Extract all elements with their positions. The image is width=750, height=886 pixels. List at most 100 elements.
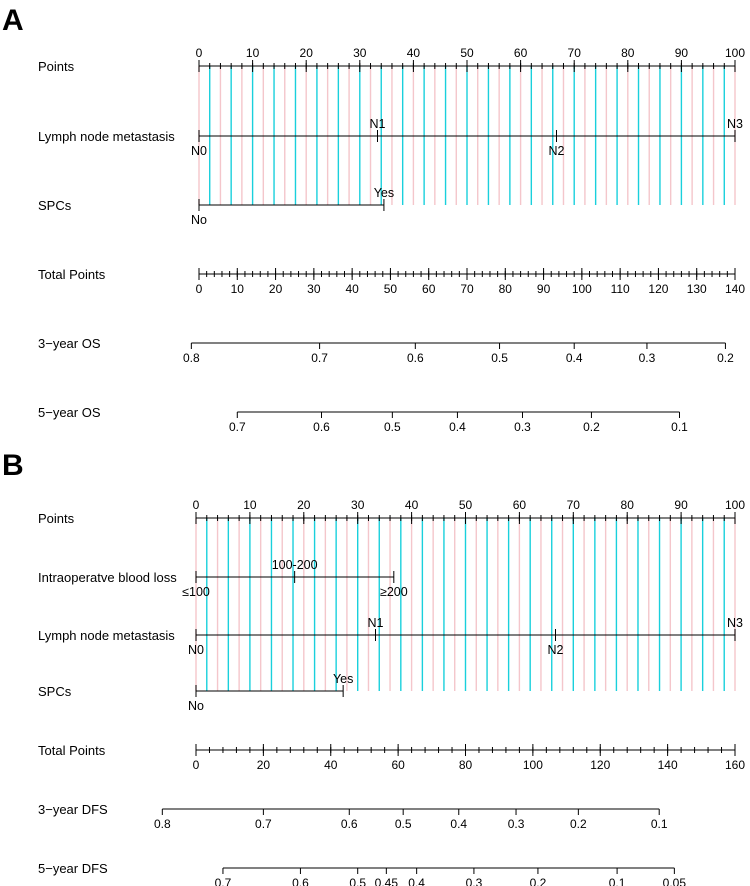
- tick-label: 10: [243, 498, 257, 512]
- tick-label: 10: [246, 46, 260, 60]
- row-variable: SPCs No Yes: [38, 186, 394, 227]
- level-label: Yes: [333, 672, 353, 686]
- row-variable: Lymph node metastasis N0 N1 N2 N3: [38, 117, 743, 158]
- row-label: Intraoperatve blood loss: [38, 570, 177, 585]
- prob-tick-label: 0.7: [229, 420, 246, 434]
- level-label: N2: [549, 144, 565, 158]
- prob-tick-label: 0.3: [514, 420, 531, 434]
- level-label: N3: [727, 117, 743, 131]
- row-label: Points: [38, 511, 75, 526]
- level-label: N0: [188, 643, 204, 657]
- prob-tick-label: 0.5: [349, 876, 366, 886]
- tick-label: 100: [572, 282, 592, 296]
- prob-tick-label: 0.6: [292, 876, 309, 886]
- tick-label: 70: [460, 282, 474, 296]
- tick-label: 90: [675, 46, 689, 60]
- prob-tick-label: 0.7: [255, 817, 272, 831]
- tick-label: 70: [567, 498, 581, 512]
- row-total: Total Points 0 10 20 30 40 50 60 70 80 90 100 110 120…: [38, 267, 745, 296]
- prob-tick-label: 0.5: [384, 420, 401, 434]
- level-label: 100-200: [272, 558, 318, 572]
- tick-label: 120: [590, 758, 610, 772]
- row-variable: Lymph node metastasis N0 N1 N2 N3: [38, 616, 743, 657]
- row-label: Points: [38, 59, 75, 74]
- row-label: 3−year OS: [38, 336, 101, 351]
- row-probability: 3−year DFS 0.8 0.7 0.6 0.5 0.4 0.3 0.2 0.1: [38, 802, 668, 831]
- tick-label: 100: [725, 498, 745, 512]
- prob-tick-label: 0.2: [717, 351, 734, 365]
- tick-label: 110: [611, 282, 630, 296]
- prob-tick-label: 0.3: [508, 817, 525, 831]
- row-probability: 3−year OS 0.8 0.7 0.6 0.5 0.4 0.3 0.2: [38, 336, 734, 365]
- panel-letter: B: [2, 449, 24, 482]
- tick-label: 30: [307, 282, 321, 296]
- level-label: ≥200: [380, 585, 408, 599]
- tick-label: 140: [725, 282, 745, 296]
- prob-tick-label: 0.05: [663, 876, 687, 886]
- row-label: Total Points: [38, 267, 106, 282]
- prob-tick-label: 0.4: [449, 420, 466, 434]
- prob-tick-label: 0.8: [183, 351, 200, 365]
- prob-tick-label: 0.6: [341, 817, 358, 831]
- level-label: N2: [548, 643, 564, 657]
- row-probability: 5−year DFS 0.7 0.6 0.5 0.45 0.4 0.3 0.2 0.1 0.05: [38, 861, 686, 886]
- tick-label: 50: [459, 498, 473, 512]
- tick-label: 0: [193, 498, 200, 512]
- prob-tick-label: 0.2: [583, 420, 600, 434]
- tick-label: 40: [324, 758, 338, 772]
- tick-label: 100: [523, 758, 543, 772]
- tick-label: 160: [725, 758, 745, 772]
- prob-tick-label: 0.4: [566, 351, 583, 365]
- tick-label: 50: [460, 46, 474, 60]
- tick-label: 80: [499, 282, 513, 296]
- row-label: 3−year DFS: [38, 802, 108, 817]
- tick-label: 10: [231, 282, 245, 296]
- level-label: N1: [369, 117, 385, 131]
- prob-tick-label: 0.2: [570, 817, 587, 831]
- row-label: Total Points: [38, 743, 106, 758]
- tick-label: 30: [351, 498, 365, 512]
- row-total: Total Points 0 20 40 60 80 100 120 140 160: [38, 743, 745, 772]
- tick-label: 80: [459, 758, 473, 772]
- tick-label: 90: [537, 282, 551, 296]
- row-label: 5−year OS: [38, 405, 101, 420]
- tick-label: 140: [658, 758, 678, 772]
- prob-tick-label: 0.8: [154, 817, 171, 831]
- row-label: 5−year DFS: [38, 861, 108, 876]
- tick-label: 70: [568, 46, 582, 60]
- tick-label: 40: [345, 282, 359, 296]
- row-variable: Intraoperatve blood loss ≤100 100-200 ≥200: [38, 558, 408, 599]
- prob-tick-label: 0.4: [450, 817, 467, 831]
- level-label: No: [191, 213, 207, 227]
- prob-tick-label: 0.3: [639, 351, 656, 365]
- tick-label: 60: [391, 758, 405, 772]
- tick-label: 80: [621, 498, 635, 512]
- tick-label: 20: [297, 498, 311, 512]
- tick-label: 30: [353, 46, 367, 60]
- prob-tick-label: 0.5: [491, 351, 508, 365]
- prob-tick-label: 0.7: [311, 351, 328, 365]
- tick-label: 60: [513, 498, 527, 512]
- tick-label: 40: [405, 498, 419, 512]
- level-label: N0: [191, 144, 207, 158]
- tick-label: 120: [648, 282, 668, 296]
- prob-tick-label: 0.5: [395, 817, 412, 831]
- tick-label: 0: [196, 282, 203, 296]
- tick-label: 60: [514, 46, 528, 60]
- level-label: ≤100: [182, 585, 210, 599]
- row-label: Lymph node metastasis: [38, 628, 175, 643]
- row-label: SPCs: [38, 198, 72, 213]
- tick-label: 80: [621, 46, 635, 60]
- prob-tick-label: 0.3: [466, 876, 483, 886]
- prob-tick-label: 0.1: [609, 876, 626, 886]
- row-label: SPCs: [38, 684, 72, 699]
- prob-tick-label: 0.1: [671, 420, 688, 434]
- level-label: Yes: [374, 186, 394, 200]
- level-label: N1: [367, 616, 383, 630]
- level-label: No: [188, 699, 204, 713]
- tick-label: 90: [674, 498, 688, 512]
- tick-label: 0: [193, 758, 200, 772]
- row-points: Points 0 10 20 30 40 50 60 70 80 90 100: [38, 46, 745, 74]
